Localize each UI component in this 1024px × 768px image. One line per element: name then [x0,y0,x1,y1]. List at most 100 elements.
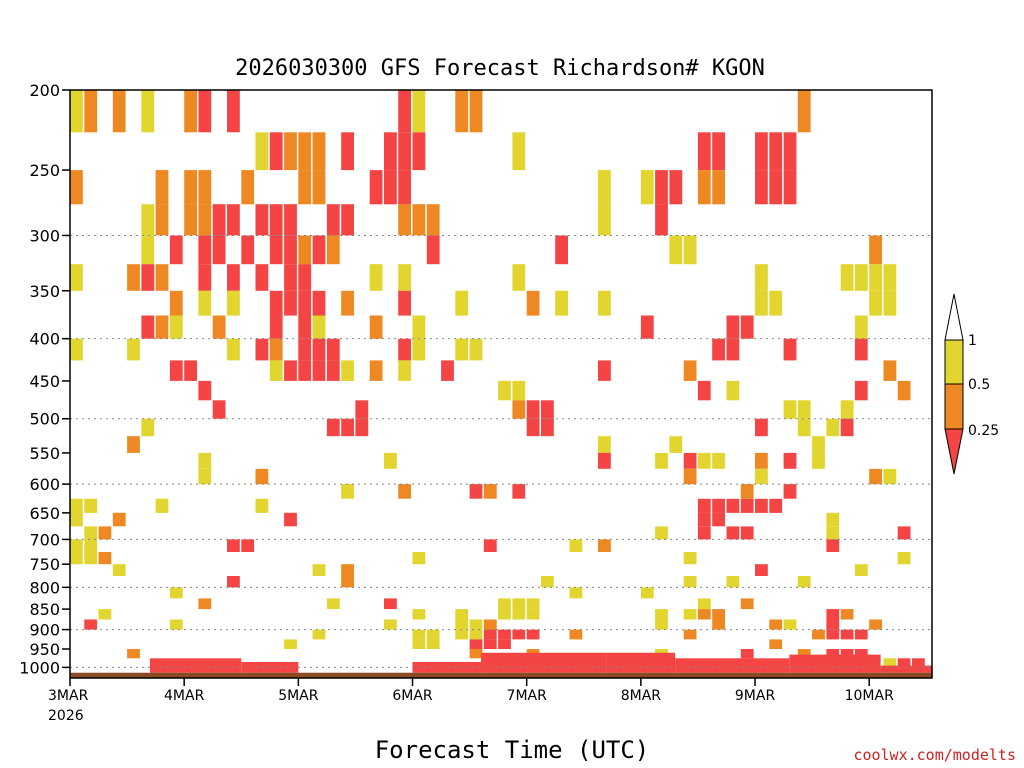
cell-yellow [797,418,811,437]
cell-red [227,264,240,291]
cell-orange [712,619,725,630]
cell-yellow [512,132,526,171]
legend-swatch-above-1 [944,293,964,341]
cell-red [840,649,854,659]
cell-orange [369,360,383,381]
cell-yellow [155,498,169,513]
cell-yellow [469,338,483,361]
cell-yellow [683,552,697,565]
cell-yellow [512,380,526,401]
cell-red [740,649,754,659]
cell-red [469,484,483,499]
cell-red [483,539,497,552]
cell-yellow [655,619,668,630]
cell-yellow [755,290,768,316]
cell-red [541,400,554,419]
cell-yellow [284,639,297,649]
cell-orange [198,598,212,610]
cell-red [755,170,768,205]
chart-title: 2026030300 GFS Forecast Richardson# KGON [235,56,765,81]
cell-orange [112,90,126,133]
y-tick-label: 600 [29,475,60,494]
cell-orange [98,526,112,540]
cell-red [284,512,297,527]
cell-red [227,539,240,552]
cell-red [840,629,854,640]
cell-yellow [826,418,840,437]
cell-red [726,498,740,513]
cell-red [598,360,611,381]
near-surface-band [481,652,607,673]
cell-red [712,338,725,361]
cell-yellow [84,552,98,565]
cell-red [227,90,240,133]
cell-red [840,418,854,437]
cell-orange [198,204,212,236]
cell-orange [697,170,711,205]
legend-label: 0.25 [968,423,999,439]
cell-yellow [141,90,155,133]
cell-orange [398,204,411,236]
near-surface-band [675,658,790,673]
cell-yellow [655,609,668,620]
cell-yellow [198,290,212,316]
y-tick-label: 700 [29,530,60,549]
cell-yellow [683,235,697,265]
cell-red [541,418,554,437]
y-tick-label: 250 [29,161,60,180]
cell-yellow [412,629,426,640]
cell-yellow [854,564,868,576]
y-tick-label: 350 [29,282,60,301]
cell-yellow [70,512,83,527]
cell-yellow [412,90,426,133]
cell-red [854,380,868,401]
cell-red [341,204,354,236]
cell-orange [198,170,212,205]
cell-orange [184,170,197,205]
cell-orange [312,132,326,171]
cell-red [712,512,725,527]
cell-red [755,418,768,437]
cell-red [398,170,411,205]
cell-yellow [897,552,911,565]
cell-red [755,132,768,171]
cell-red [169,235,183,265]
y-tick-label: 400 [29,330,60,349]
cell-red [640,315,654,339]
cell-red [384,170,397,205]
cell-orange [883,360,897,381]
cell-red [198,264,212,291]
x-tick-label: 7MAR [507,688,548,704]
cell-yellow [455,609,469,620]
cell-yellow [840,264,854,291]
cell-red [498,639,511,649]
cell-red [398,338,411,361]
cell-yellow [669,436,683,453]
cell-yellow [384,619,397,630]
cell-yellow [697,598,711,610]
near-surface-band [606,652,676,673]
cell-red [269,315,283,339]
cell-red [384,132,397,171]
cell-yellow [70,90,83,133]
cell-red [312,360,326,381]
cell-yellow [455,619,469,630]
cell-red [341,132,354,171]
cell-red [198,235,212,265]
cell-red [198,380,212,401]
cell-red [441,360,454,381]
cell-red [897,526,911,540]
cell-yellow [726,380,740,401]
near-surface-band [412,661,482,673]
cell-yellow [412,552,426,565]
legend-swatch-red [944,428,964,475]
cell-yellow [498,380,511,401]
cell-yellow [541,576,554,588]
cell-yellow [341,360,354,381]
y-axis: 200 250 300 350 400 450 500 550 600 650 700 750 800 8… [19,81,70,677]
cell-yellow [640,587,654,599]
cell-yellow [141,204,155,236]
cell-yellow [70,539,83,552]
x-tick-label: 5MAR [278,688,319,704]
y-tick-label: 200 [29,81,60,100]
